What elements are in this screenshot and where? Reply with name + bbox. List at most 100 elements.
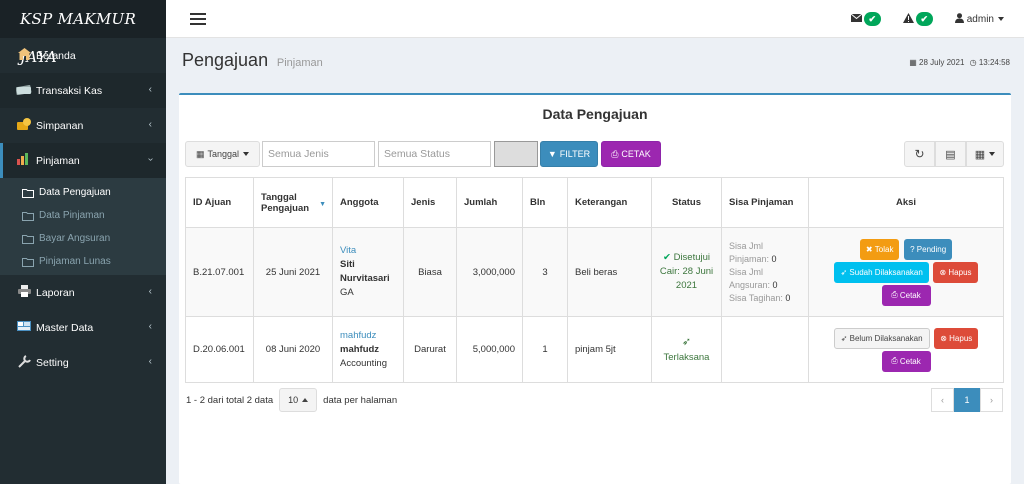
cell-tanggal: 25 Juni 2021 xyxy=(253,227,333,317)
status-label: Disetujui xyxy=(673,252,711,263)
money-icon xyxy=(15,84,33,98)
cell-aksi: ➶ Belum Dilaksanakan ⊗ Hapus ⎙ Cetak xyxy=(808,316,1004,383)
caret-down-icon xyxy=(243,152,250,156)
cell-status: ➶ Terlaksana xyxy=(651,316,722,383)
folder-icon xyxy=(22,257,36,267)
close-circle-icon: ⊗ xyxy=(940,333,947,343)
col-bln[interactable]: Bln xyxy=(522,177,568,228)
sidebar-subitem-bayar-angsuran[interactable]: Bayar Angsuran xyxy=(0,227,166,250)
refresh-button[interactable]: ↻ xyxy=(904,141,935,167)
sidebar-item-label: Setting xyxy=(36,356,69,369)
col-jenis[interactable]: Jenis xyxy=(403,177,457,228)
hapus-button[interactable]: ⊗ Hapus xyxy=(933,261,978,283)
pending-button[interactable]: ? Pending xyxy=(904,238,953,260)
cetak-row-button[interactable]: ⎙ Cetak xyxy=(881,284,931,306)
col-jumlah[interactable]: Jumlah xyxy=(456,177,523,228)
sidebar-subitem-label: Data Pengajuan xyxy=(39,187,111,198)
chevron-left-icon: ‹ xyxy=(148,286,152,297)
toggle-view-button[interactable]: ▤ xyxy=(935,141,966,167)
date-range-button[interactable]: ▦ Tanggal xyxy=(185,141,260,167)
tolak-button[interactable]: ✖ Tolak xyxy=(859,238,900,260)
anggota-link[interactable]: mahfudz xyxy=(340,329,377,341)
columns-button[interactable]: ▦ xyxy=(966,141,1004,167)
cell-aksi: ✖ Tolak ? Pending ➶ Sudah Dilaksanakan ⊗… xyxy=(808,227,1004,317)
user-menu[interactable]: admin xyxy=(954,12,1004,26)
col-sisa-pinjaman[interactable]: Sisa Pinjaman xyxy=(721,177,809,228)
current-date: 28 July 2021 xyxy=(919,58,965,67)
col-tanggal-pengajuan[interactable]: Tanggal Pengajuan ▼ xyxy=(253,177,333,228)
folder-icon xyxy=(22,188,36,198)
record-count: 1 - 2 dari total 2 data xyxy=(186,394,274,406)
chevron-down-icon: ‹ xyxy=(144,157,156,162)
database-icon xyxy=(15,320,33,335)
check-circle-icon: ✔ xyxy=(662,252,671,263)
cell-keterangan: Beli beras xyxy=(567,227,652,317)
table-row: B.21.07.001 25 Juni 2021 Vita Siti Nurvi… xyxy=(185,227,1004,317)
cell-tanggal: 08 Juni 2020 xyxy=(253,316,333,383)
table-tools: ↻ ▤ ▦ xyxy=(904,141,1004,167)
sidebar-item-beranda[interactable]: Beranda xyxy=(0,38,166,73)
col-anggota[interactable]: Anggota xyxy=(332,177,404,228)
rocket-icon: ➶ xyxy=(840,267,848,277)
sidebar-item-simpanan[interactable]: Simpanan ‹ xyxy=(0,108,166,143)
sidebar-item-transaksi-kas[interactable]: Transaksi Kas ‹ xyxy=(0,73,166,108)
close-circle-icon: ⊗ xyxy=(939,267,947,277)
status-filter-input[interactable]: Semua Status xyxy=(378,141,491,167)
chevron-left-icon: ‹ xyxy=(148,119,152,130)
extra-filter-input[interactable] xyxy=(494,141,538,167)
rocket-icon: ➶ xyxy=(681,335,692,348)
sidebar-item-laporan[interactable]: Laporan ‹ xyxy=(0,275,166,310)
print-icon: ⎙ xyxy=(611,148,619,159)
jenis-filter-input[interactable]: Semua Jenis xyxy=(262,141,375,167)
belum-dilaksanakan-button[interactable]: ➶ Belum Dilaksanakan xyxy=(833,327,930,349)
hapus-button[interactable]: ⊗ Hapus xyxy=(934,327,979,349)
folder-icon xyxy=(22,211,36,221)
sidebar-item-label: Transaksi Kas xyxy=(36,84,103,97)
col-id-ajuan[interactable]: ID Ajuan xyxy=(185,177,254,228)
messages-button[interactable]: ✔ xyxy=(850,12,881,26)
pagination-info: 1 - 2 dari total 2 data 10 data per hala… xyxy=(186,388,397,412)
cell-jenis: Biasa xyxy=(403,227,457,317)
per-page-dropdown[interactable]: 10 xyxy=(279,388,318,412)
caret-up-icon xyxy=(302,398,309,402)
clock-icon: ◷ xyxy=(969,58,977,67)
sidebar-item-master-data[interactable]: Master Data ‹ xyxy=(0,310,166,345)
sidebar-subitem-data-pengajuan[interactable]: Data Pengajuan xyxy=(0,181,166,204)
submenu-pinjaman: Data Pengajuan Data Pinjaman Bayar Angsu… xyxy=(0,178,166,275)
sidebar-subitem-label: Data Pinjaman xyxy=(39,210,105,221)
calendar-icon: ▦ xyxy=(195,148,205,159)
cell-id: B.21.07.001 xyxy=(185,227,254,317)
sidebar-subitem-pinjaman-lunas[interactable]: Pinjaman Lunas xyxy=(0,250,166,273)
cetak-row-button[interactable]: ⎙ Cetak xyxy=(881,350,931,372)
menu-toggle-icon[interactable] xyxy=(190,13,206,25)
filter-button[interactable]: ▼ FILTER xyxy=(540,141,598,167)
sidebar-subitem-data-pinjaman[interactable]: Data Pinjaman xyxy=(0,204,166,227)
sort-desc-icon: ▼ xyxy=(319,201,326,208)
chevron-left-icon: ‹ xyxy=(148,84,152,95)
cell-jenis: Darurat xyxy=(403,316,457,383)
col-status[interactable]: Status xyxy=(651,177,722,228)
page-button-1[interactable]: 1 xyxy=(954,388,980,412)
grid-icon: ▦ xyxy=(974,148,986,161)
cetak-button[interactable]: ⎙ CETAK xyxy=(601,141,661,167)
cell-keterangan: pinjam 5jt xyxy=(567,316,652,383)
table-header-row: ID Ajuan Tanggal Pengajuan ▼ Anggota Jen… xyxy=(185,177,1004,228)
sidebar-item-pinjaman[interactable]: Pinjaman ‹ xyxy=(0,143,166,178)
cell-anggota: Vita Siti Nurvitasari GA xyxy=(332,227,404,317)
datetime-display: ▦ 28 July 2021 ◷ 13:24:58 xyxy=(909,58,1010,67)
cell-bln: 3 xyxy=(522,227,568,317)
table-row: D.20.06.001 08 Juni 2020 mahfudz mahfudz… xyxy=(185,316,1004,383)
page-title: Pengajuan xyxy=(182,50,269,70)
next-page-button[interactable]: › xyxy=(980,388,1003,412)
alerts-button[interactable]: ✔ xyxy=(902,12,933,26)
brand-logo[interactable]: KSP MAKMUR JAYA xyxy=(0,0,166,66)
sudah-dilaksanakan-button[interactable]: ➶ Sudah Dilaksanakan xyxy=(834,261,929,283)
box-title: Data Pengajuan xyxy=(542,106,648,122)
col-keterangan[interactable]: Keterangan xyxy=(567,177,652,228)
chevron-left-icon: ‹ xyxy=(148,356,152,367)
page-header: Pengajuan Pinjaman xyxy=(182,50,323,71)
anggota-link[interactable]: Vita xyxy=(340,245,357,256)
prev-page-button[interactable]: ‹ xyxy=(931,388,954,412)
sidebar-subitem-label: Bayar Angsuran xyxy=(39,233,111,244)
sidebar-item-setting[interactable]: Setting ‹ xyxy=(0,345,166,380)
